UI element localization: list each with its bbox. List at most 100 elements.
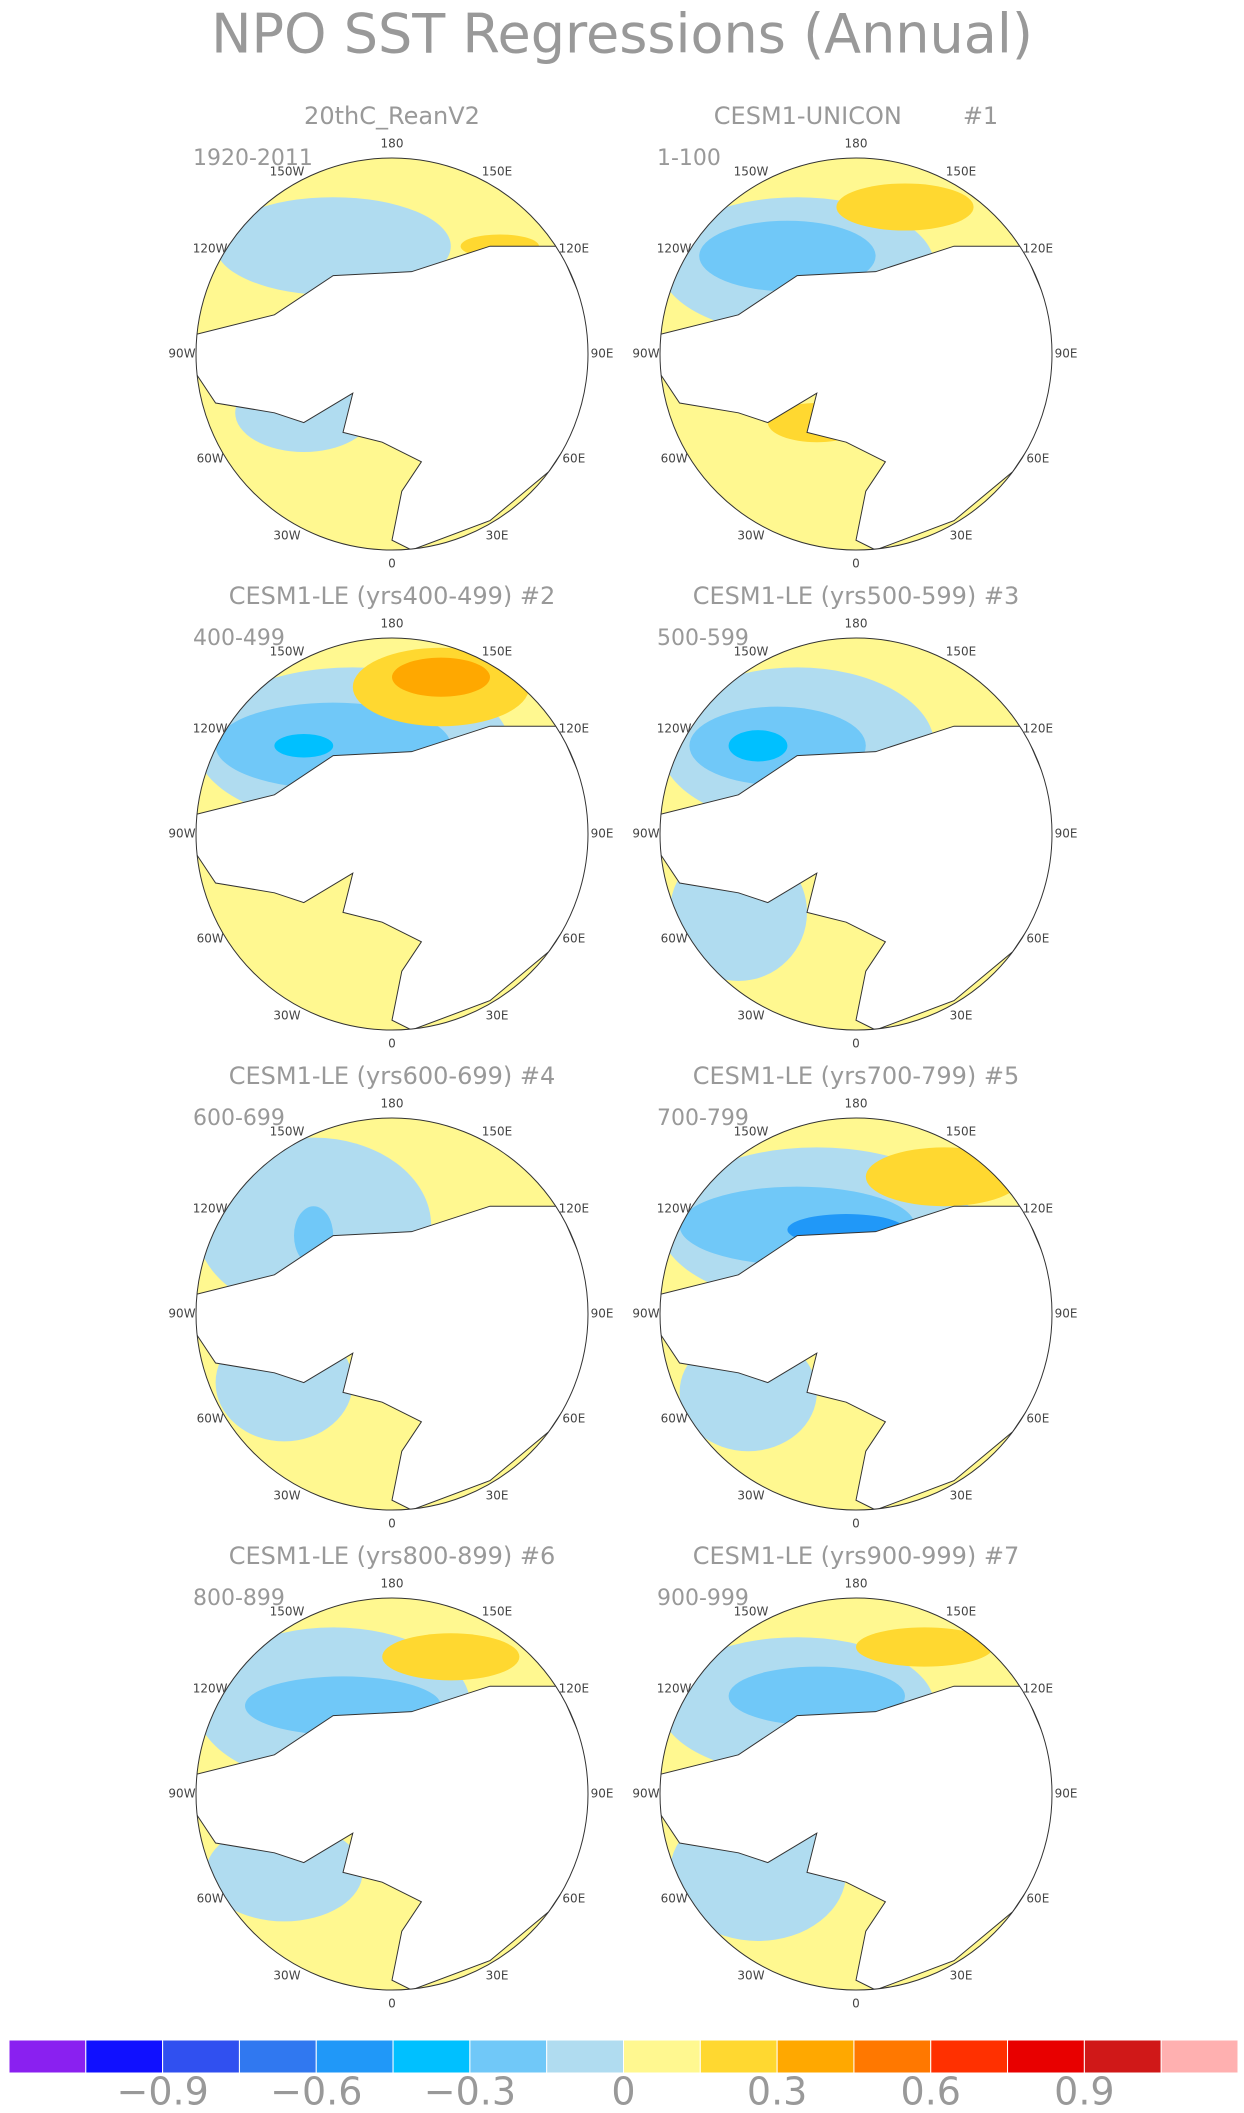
longitude-label: 30E (950, 1968, 973, 1982)
panel-period: 900-999 (657, 1586, 749, 1611)
map (660, 1598, 1052, 1990)
map-panel: CESM1-LE (yrs500-599) #3 500-599 180 150E 12… (632, 582, 1077, 1051)
longitude-label: 30W (737, 1488, 764, 1502)
panel-period: 500-599 (657, 626, 749, 651)
colorbar-box (392, 2039, 471, 2074)
longitude-label: 150E (946, 1605, 977, 1619)
colorbar-box (238, 2039, 317, 2074)
colorbar-tick-label: −0.6 (270, 2070, 362, 2113)
longitude-label: 150E (482, 1605, 513, 1619)
longitude-label: 30W (273, 1008, 300, 1022)
longitude-label: 90E (1055, 827, 1078, 841)
longitude-label: 0 (388, 1997, 396, 2011)
map-border (195, 157, 589, 551)
longitude-label: 0 (388, 1517, 396, 1531)
colorbar-box (469, 2039, 548, 2074)
panel-title: CESM1-LE (yrs600-699) #4 (229, 1062, 556, 1090)
longitude-label: 60W (661, 1892, 688, 1906)
longitude-label: 90W (632, 827, 659, 841)
longitude-label: 30W (737, 528, 764, 542)
longitude-label: 120E (559, 1202, 590, 1216)
anomaly-region (728, 1666, 905, 1726)
colorbar-tick-label: 0.9 (1054, 2070, 1114, 2113)
anomaly-region (274, 734, 334, 758)
panel-title: CESM1-UNICON #1 (714, 102, 998, 130)
anomaly-region (215, 197, 451, 296)
longitude-label: 30E (950, 1488, 973, 1502)
longitude-label: 150W (734, 1125, 769, 1139)
longitude-label: 30W (273, 1488, 300, 1502)
longitude-label: 90W (168, 827, 195, 841)
map-panel: CESM1-LE (yrs600-699) #4 600-699 180 150E 12… (168, 1062, 613, 1531)
anomaly-region (382, 1633, 520, 1681)
longitude-label: 30W (273, 528, 300, 542)
map (196, 158, 588, 550)
map (196, 1118, 588, 1510)
panel-title: CESM1-LE (yrs500-599) #3 (693, 582, 1020, 610)
panel-period: 600-699 (193, 1106, 285, 1131)
map-panel: CESM1-UNICON #1 1-100 180 150E 120E 90E 60E 30E… (632, 102, 1077, 571)
longitude-label: 120E (559, 1682, 590, 1696)
longitude-label: 150E (946, 1125, 977, 1139)
anomaly-region (865, 1147, 1023, 1207)
longitude-label: 120E (1023, 1682, 1054, 1696)
panel-title: 20thC_ReanV2 (304, 102, 480, 130)
longitude-label: 90W (632, 1787, 659, 1801)
longitude-label: 60E (1026, 1412, 1049, 1426)
longitude-label: 0 (852, 1517, 860, 1531)
longitude-label: 120E (1023, 242, 1054, 256)
colorbar-box (546, 2039, 624, 2074)
map-panel: 20thC_ReanV2 1920-2011 180 150E 120E 90E 60E 30… (168, 102, 613, 571)
longitude-label: 90E (1055, 347, 1078, 361)
panel-period: 700-799 (657, 1106, 749, 1131)
longitude-label: 180 (845, 1097, 868, 1111)
map-border (659, 1597, 1053, 1991)
anomaly-region (856, 1627, 994, 1667)
land (660, 1685, 1052, 1990)
longitude-label: 150W (270, 1125, 305, 1139)
map-border (195, 637, 589, 1031)
map-panel: CESM1-LE (yrs800-899) #6 800-899 180 150E 12… (168, 1542, 613, 2011)
longitude-label: 150W (270, 645, 305, 659)
longitude-label: 120E (1023, 722, 1054, 736)
longitude-label: 90E (591, 1307, 614, 1321)
longitude-label: 0 (388, 1037, 396, 1051)
colorbar-box (1160, 2039, 1239, 2074)
figure-title: NPO SST Regressions (Annual) (211, 3, 1033, 66)
longitude-label: 0 (852, 1037, 860, 1051)
anomaly-region (836, 183, 974, 231)
longitude-label: 0 (388, 557, 396, 571)
longitude-label: 90W (632, 347, 659, 361)
map (660, 158, 1052, 550)
land (660, 725, 1052, 1030)
longitude-label: 60E (562, 932, 585, 946)
longitude-label: 60W (197, 452, 224, 466)
map-panel: CESM1-LE (yrs700-799) #5 700-799 180 150E 12… (632, 1062, 1077, 1531)
longitude-label: 90W (168, 1307, 195, 1321)
colorbar-tick-label: 0.3 (747, 2070, 807, 2113)
longitude-label: 30E (486, 1968, 509, 1982)
colorbar-box (85, 2039, 164, 2074)
colorbar-box (853, 2039, 932, 2074)
longitude-label: 150W (734, 645, 769, 659)
longitude-label: 30W (273, 1968, 300, 1982)
longitude-label: 150E (482, 165, 513, 179)
panel-period: 1920-2011 (193, 146, 313, 171)
longitude-label: 90W (168, 1787, 195, 1801)
longitude-label: 0 (852, 557, 860, 571)
longitude-label: 30E (486, 528, 509, 542)
panel-period: 1-100 (657, 146, 721, 171)
anomaly-region (728, 730, 788, 762)
anomaly-region (392, 657, 490, 697)
longitude-label: 150W (270, 1605, 305, 1619)
colorbar-tick-label: −0.3 (424, 2070, 516, 2113)
longitude-label: 30E (950, 528, 973, 542)
land (660, 1205, 1052, 1510)
colorbar-tick-label: 0 (611, 2070, 635, 2113)
land (660, 245, 1052, 550)
longitude-label: 90E (1055, 1787, 1078, 1801)
longitude-label: 120W (193, 722, 228, 736)
panel-title: CESM1-LE (yrs700-799) #5 (693, 1062, 1020, 1090)
longitude-label: 150W (734, 1605, 769, 1619)
